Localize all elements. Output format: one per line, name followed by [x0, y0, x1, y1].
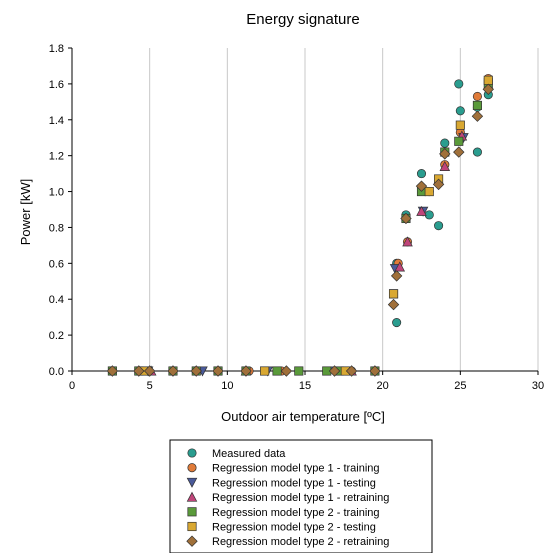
y-tick-label: 1.4 — [49, 115, 64, 127]
data-point — [394, 261, 406, 272]
data-point — [454, 79, 464, 89]
data-point — [190, 365, 202, 377]
legend-label: Regression model type 2 - retraining — [212, 536, 389, 548]
legend-label: Regression model type 1 - retraining — [212, 492, 389, 504]
data-point — [424, 210, 434, 220]
x-tick-label: 0 — [69, 380, 75, 392]
legend-marker — [186, 477, 198, 488]
data-point — [272, 366, 282, 376]
data-point — [212, 365, 224, 377]
data-point — [416, 169, 427, 179]
data-point — [415, 180, 428, 192]
data-point — [280, 365, 293, 377]
y-axis-title: Power [kW] — [18, 179, 33, 245]
legend-marker — [187, 507, 197, 517]
y-tick-label: 1.2 — [49, 151, 64, 163]
legend-label: Regression model type 1 - training — [212, 463, 380, 475]
legend-marker — [187, 463, 197, 473]
y-tick-label: 1.6 — [49, 79, 64, 91]
x-tick-label: 20 — [377, 380, 389, 392]
data-point — [328, 365, 341, 377]
data-point — [424, 187, 434, 197]
y-tick-label: 0.2 — [49, 330, 64, 342]
data-point — [369, 365, 381, 377]
y-tick-label: 0.8 — [49, 222, 64, 234]
legend-item: Regression model type 2 - training — [187, 507, 380, 519]
data-point — [439, 148, 451, 160]
data-point — [345, 365, 358, 377]
x-axis-title: Outdoor air temperature [ºC] — [221, 409, 385, 424]
data-point — [439, 160, 451, 171]
legend-item: Measured data — [187, 448, 286, 460]
data-point — [106, 365, 119, 377]
data-point — [143, 365, 156, 377]
data-point — [388, 289, 399, 299]
x-tick-label: 30 — [532, 380, 544, 392]
legend-item: Regression model type 2 - retraining — [186, 535, 389, 548]
data-point — [471, 110, 484, 122]
data-point — [455, 106, 465, 116]
y-tick-label: 0.0 — [49, 366, 64, 378]
data-point — [455, 120, 465, 130]
data-point — [400, 212, 412, 225]
y-tick-label: 1.0 — [49, 187, 64, 199]
data-point — [482, 83, 494, 95]
data-point — [390, 270, 403, 282]
data-point — [483, 75, 493, 85]
legend-item: Regression model type 1 - testing — [186, 477, 376, 489]
data-points — [106, 73, 494, 377]
data-point — [240, 365, 252, 377]
data-point — [392, 317, 402, 328]
x-tick-label: 25 — [454, 380, 466, 392]
data-point — [453, 146, 465, 158]
legend: Measured data Regression model type 1 - t… — [169, 439, 433, 553]
grid-lines — [149, 48, 539, 371]
y-tick-label: 0.6 — [49, 258, 64, 270]
legend-label: Measured data — [212, 448, 286, 460]
data-point — [294, 366, 304, 376]
legend-box — [169, 439, 433, 553]
data-point — [402, 236, 413, 247]
series-3 — [145, 130, 468, 376]
data-point — [260, 366, 270, 376]
legend-label: Regression model type 2 - training — [212, 507, 380, 519]
data-point — [472, 91, 482, 101]
data-point — [454, 136, 464, 146]
data-point — [472, 100, 482, 110]
data-point — [133, 365, 145, 377]
y-tick-label: 1.8 — [49, 43, 64, 55]
legend-marker — [186, 491, 198, 502]
legend-marker — [187, 521, 197, 532]
data-point — [472, 147, 482, 157]
y-tick-label: 0.4 — [49, 294, 64, 306]
data-point — [167, 365, 179, 377]
data-point — [416, 205, 427, 216]
legend-item: Regression model type 2 - testing — [187, 521, 376, 534]
legend-item: Regression model type 1 - retraining — [186, 491, 389, 504]
x-tick-label: 15 — [299, 380, 311, 392]
axes — [68, 47, 539, 375]
data-point — [440, 138, 450, 148]
legend-item: Regression model type 1 - training — [187, 463, 380, 475]
series-0 — [107, 79, 493, 376]
legend-marker — [187, 448, 197, 458]
legend-label: Regression model type 2 - testing — [212, 522, 376, 534]
tick-labels: 0 5 10 15 20 25 30 0.0 0.2 0.4 0.6 0.8 1.0 1.2 1.4 1.6 1… — [49, 43, 544, 392]
legend-label: Regression model type 1 - testing — [212, 477, 376, 489]
data-point — [434, 221, 444, 231]
data-point — [387, 298, 400, 311]
x-tick-label: 10 — [221, 380, 233, 392]
legend-marker — [186, 535, 198, 547]
series-6 — [106, 83, 494, 377]
data-point — [432, 178, 445, 191]
chart-title: Energy signature — [246, 11, 359, 28]
x-tick-label: 5 — [147, 380, 153, 392]
